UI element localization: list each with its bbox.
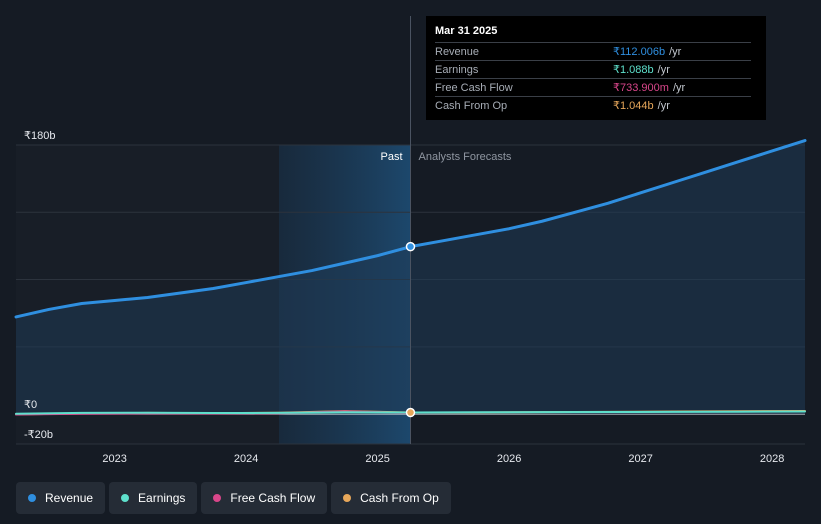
y-tick-label: -₹20b (24, 429, 53, 441)
x-tick-label: 2023 (102, 453, 126, 465)
tooltip-label: Cash From Op (435, 99, 508, 112)
highlight-markers (405, 241, 416, 418)
tooltip-row-cash-from-op: Cash From Op ₹1.044b /yr (435, 96, 751, 114)
y-tick-label: ₹180b (24, 130, 55, 142)
tooltip-row-revenue: Revenue ₹112.006b /yr (435, 42, 751, 60)
legend-label: Free Cash Flow (230, 491, 316, 505)
marker-revenue (405, 241, 416, 252)
tooltip-value: ₹1.088b (613, 64, 654, 76)
tooltip-value: ₹112.006b (613, 46, 666, 58)
y-axis-labels: ₹180b ₹0 -₹20b (24, 130, 55, 441)
tooltip-label: Revenue (435, 45, 480, 58)
tooltip-unit: /yr (657, 63, 670, 76)
x-tick-label: 2024 (234, 453, 258, 465)
legend-item-free-cash-flow[interactable]: Free Cash Flow (201, 482, 328, 514)
x-tick-label: 2025 (365, 453, 389, 465)
legend-label: Earnings (138, 491, 186, 505)
legend-dot-icon (343, 494, 352, 502)
tooltip-row-free-cash-flow: Free Cash Flow ₹733.900m /yr (435, 78, 751, 96)
tooltip-unit: /yr (657, 99, 670, 112)
legend-dot-icon (213, 494, 222, 502)
x-axis-labels: 2023 2024 2025 2026 2027 2028 (102, 453, 784, 465)
tooltip-value: ₹733.900m (613, 82, 669, 94)
legend-item-revenue[interactable]: Revenue (16, 482, 106, 514)
x-tick-label: 2027 (628, 453, 652, 465)
tooltip: Mar 31 2025 Revenue ₹112.006b /yr Earnin… (426, 16, 766, 120)
legend-label: Cash From Op (360, 491, 439, 505)
tooltip-unit: /yr (672, 81, 686, 94)
legend: Revenue Earnings Free Cash Flow Cash Fro… (16, 482, 451, 514)
past-label: Past (380, 151, 402, 163)
forecast-label: Analysts Forecasts (419, 151, 512, 163)
y-tick-label: ₹0 (24, 399, 37, 411)
x-tick-label: 2026 (497, 453, 521, 465)
legend-dot-icon (28, 494, 36, 502)
legend-item-earnings[interactable]: Earnings (109, 482, 198, 514)
tooltip-value: ₹1.044b (613, 100, 654, 112)
tooltip-label: Earnings (435, 63, 479, 76)
legend-dot-icon (121, 494, 130, 502)
tooltip-date: Mar 31 2025 (435, 25, 498, 37)
legend-label: Revenue (45, 491, 94, 505)
tooltip-unit: /yr (669, 45, 682, 58)
tooltip-label: Free Cash Flow (435, 81, 513, 94)
marker-cash-from-op (405, 407, 416, 418)
tooltip-row-earnings: Earnings ₹1.088b /yr (435, 60, 751, 78)
x-tick-label: 2028 (760, 453, 784, 465)
legend-item-cash-from-op[interactable]: Cash From Op (331, 482, 451, 514)
